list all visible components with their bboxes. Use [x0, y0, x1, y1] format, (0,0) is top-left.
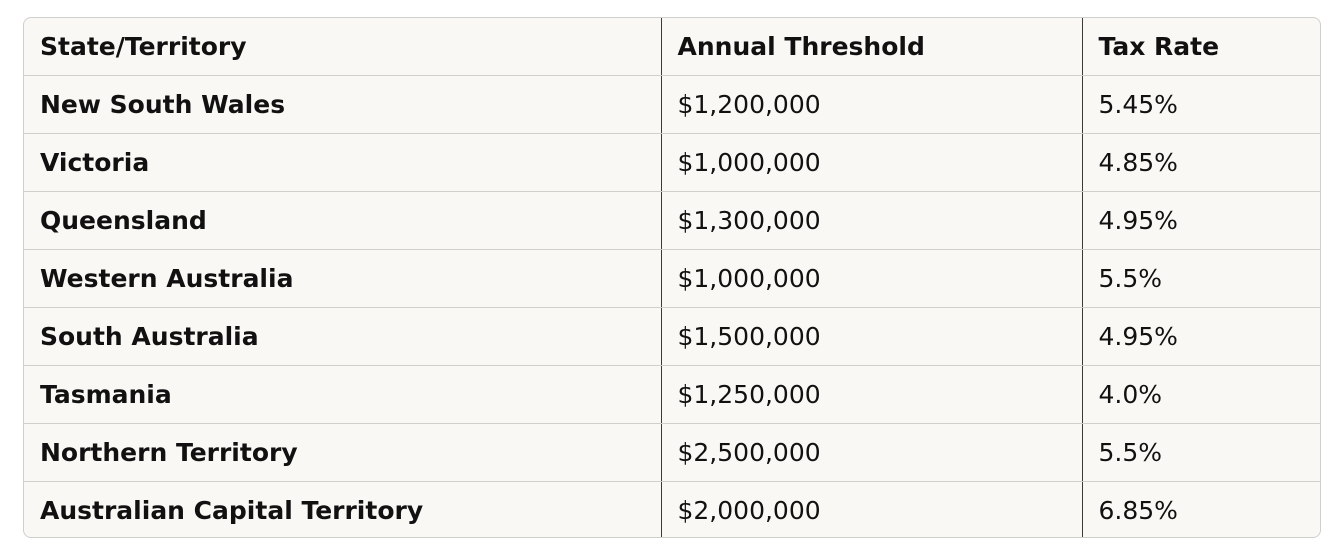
threshold-cell: $1,300,000: [660, 191, 1082, 251]
payroll-tax-table: State/Territory Annual Threshold Tax Rat…: [24, 18, 1320, 537]
table-row: Western Australia $1,000,000 5.5%: [24, 249, 1320, 308]
threshold-cell: $1,000,000: [660, 133, 1082, 193]
rate-cell: 5.45%: [1081, 75, 1320, 135]
state-cell: Victoria: [24, 133, 661, 193]
state-cell: Queensland: [24, 191, 661, 251]
rate-cell: 4.0%: [1081, 365, 1320, 424]
payroll-tax-table-container: State/Territory Annual Threshold Tax Rat…: [23, 17, 1321, 538]
table-row: Queensland $1,300,000 4.95%: [24, 191, 1320, 251]
header-tax-rate: Tax Rate: [1081, 18, 1320, 77]
table-row: Victoria $1,000,000 4.85%: [24, 133, 1320, 193]
rate-cell: 6.85%: [1081, 481, 1320, 537]
table-row: Australian Capital Territory $2,000,000 …: [24, 481, 1320, 537]
threshold-cell: $1,500,000: [660, 307, 1082, 366]
table-row: Tasmania $1,250,000 4.0%: [24, 365, 1320, 424]
state-cell: South Australia: [24, 307, 661, 366]
rate-cell: 4.95%: [1081, 191, 1320, 251]
state-cell: Northern Territory: [24, 423, 661, 482]
state-cell: Tasmania: [24, 365, 661, 424]
table-header: State/Territory Annual Threshold Tax Rat…: [24, 18, 1320, 77]
header-annual-threshold: Annual Threshold: [660, 18, 1082, 77]
rate-cell: 5.5%: [1081, 249, 1320, 308]
state-cell: New South Wales: [24, 75, 661, 135]
threshold-cell: $1,200,000: [660, 75, 1082, 135]
table-row: Northern Territory $2,500,000 5.5%: [24, 423, 1320, 482]
table-body: New South Wales $1,200,000 5.45% Victori…: [24, 75, 1320, 537]
rate-cell: 4.95%: [1081, 307, 1320, 366]
threshold-cell: $2,500,000: [660, 423, 1082, 482]
state-cell: Western Australia: [24, 249, 661, 308]
threshold-cell: $1,000,000: [660, 249, 1082, 308]
rate-cell: 5.5%: [1081, 423, 1320, 482]
header-state-territory: State/Territory: [24, 18, 661, 77]
table-row: New South Wales $1,200,000 5.45%: [24, 75, 1320, 135]
table-header-row: State/Territory Annual Threshold Tax Rat…: [24, 18, 1320, 77]
rate-cell: 4.85%: [1081, 133, 1320, 193]
state-cell: Australian Capital Territory: [40, 495, 424, 525]
threshold-cell: $1,250,000: [660, 365, 1082, 424]
table-row: South Australia $1,500,000 4.95%: [24, 307, 1320, 366]
threshold-cell: $2,000,000: [660, 481, 1082, 537]
